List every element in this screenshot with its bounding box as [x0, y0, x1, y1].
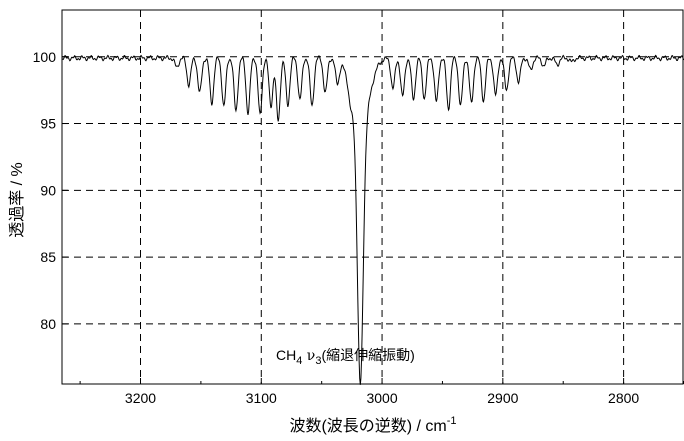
y-tick-label: 80 [40, 316, 56, 332]
tick-labels: 3200 3100 3000 2900 2800 80 85 90 95 100 [33, 49, 640, 406]
spectrum-line [61, 54, 684, 385]
band-annotation: CH4 ν3(縮退伸縮振動) [276, 347, 415, 367]
x-tick-label: 3000 [366, 390, 397, 406]
x-tick-label: 3100 [246, 390, 277, 406]
grid-lines [62, 10, 684, 384]
y-tick-label: 95 [40, 116, 56, 132]
y-tick-label: 90 [40, 182, 56, 198]
x-tick-label: 2900 [487, 390, 518, 406]
y-tick-label: 85 [40, 249, 56, 265]
y-axis-label: 透過率 / % [8, 162, 26, 238]
x-tick-label: 2800 [608, 390, 639, 406]
plot-frame [61, 9, 684, 385]
x-tick-label: 3200 [125, 390, 156, 406]
tick-marks [62, 56, 684, 384]
series-group [61, 54, 684, 385]
x-axis-label: 波数(波長の逆数) / cm-1 [289, 415, 456, 435]
y-tick-label: 100 [33, 49, 57, 65]
